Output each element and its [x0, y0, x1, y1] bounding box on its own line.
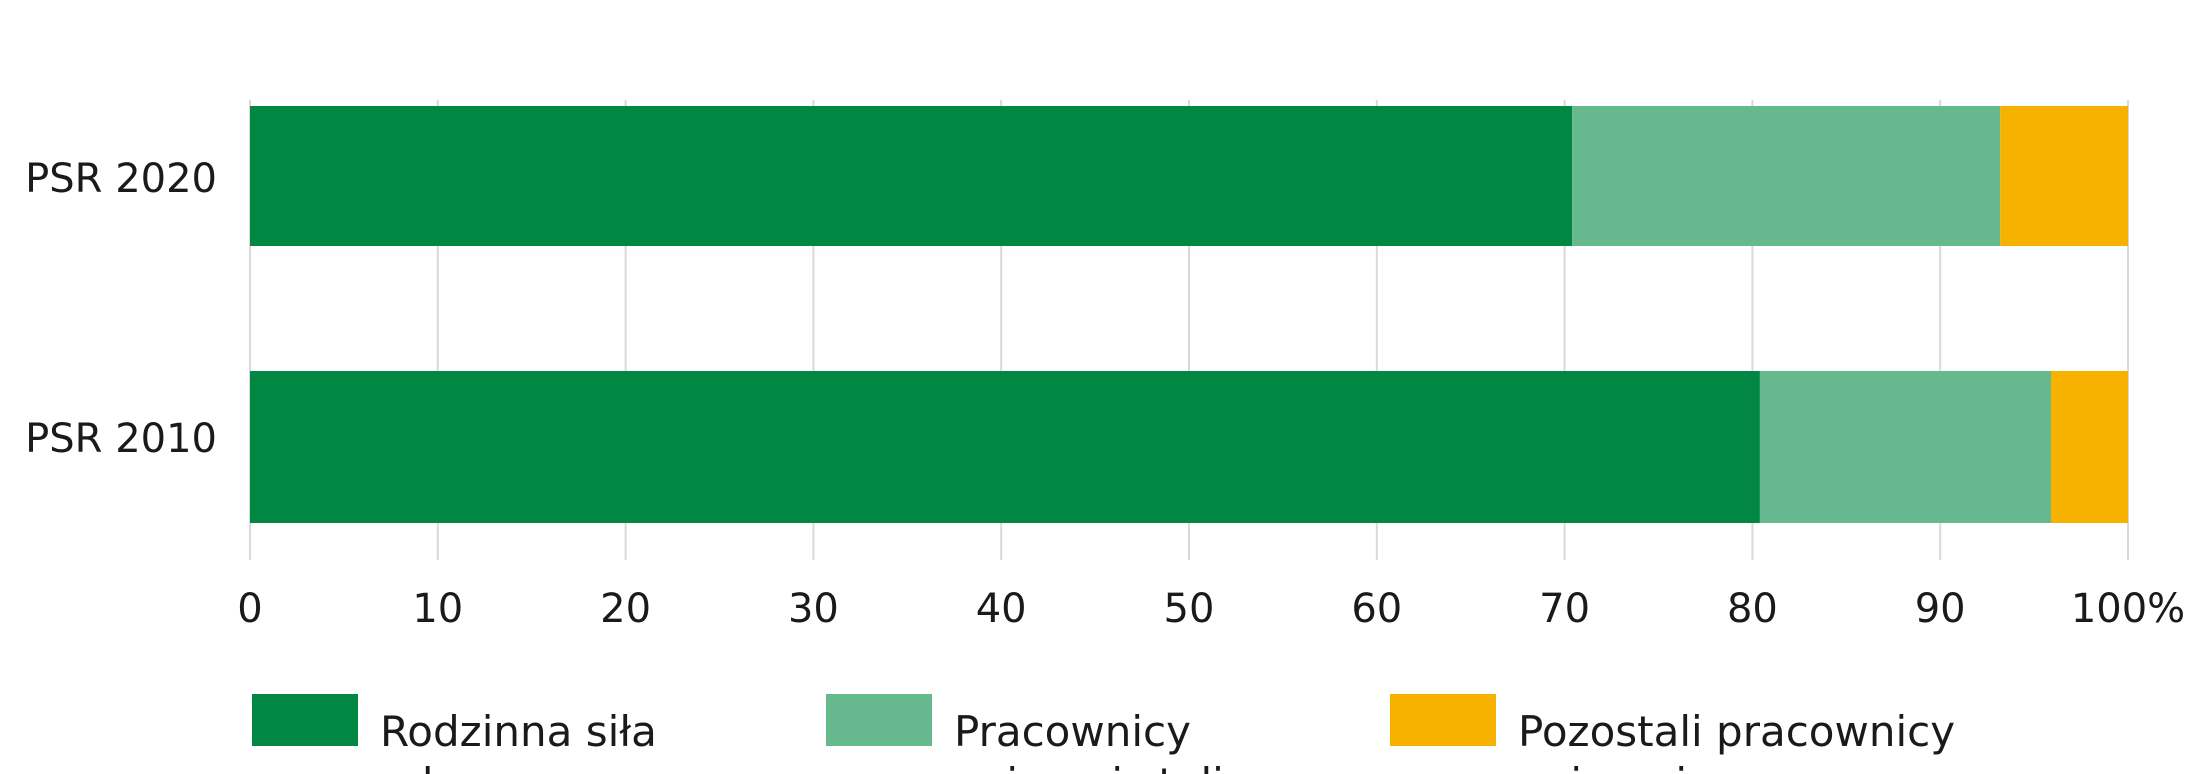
bars: [250, 106, 2128, 523]
legend-label-line-2: najemni stali: [954, 759, 1224, 774]
legend-label-1: Pracownicy najemni stali: [954, 707, 1224, 774]
bar-psr-2010-series-1: [1759, 371, 2052, 523]
legend-label-line-2: najemni: [1518, 759, 1687, 774]
bar-psr-2020-series-1: [1572, 106, 2001, 246]
legend-swatch-1: [826, 694, 932, 746]
x-tick-label-2: 20: [600, 586, 651, 632]
bar-psr-2010-series-2: [2051, 371, 2128, 523]
bar-psr-2020-series-0: [250, 106, 1573, 246]
legend-swatch-0: [252, 694, 358, 746]
legend-label-2: Pozostali pracownicy najemni: [1518, 707, 1955, 774]
legend-label-line-1: Pracownicy: [954, 707, 1191, 756]
category-label-0: PSR 2020: [25, 156, 217, 202]
x-tick-label-7: 70: [1539, 586, 1590, 632]
x-tick-label-0: 0: [237, 586, 262, 632]
x-tick-label-4: 40: [976, 586, 1027, 632]
x-tick-label-8: 80: [1727, 586, 1778, 632]
bar-psr-2010-series-0: [250, 371, 1760, 523]
category-label-1: PSR 2010: [25, 416, 217, 462]
legend: Rodzinna siła robocza Pracownicy najemni st…: [252, 694, 1955, 774]
legend-swatch-2: [1390, 694, 1496, 746]
bar-psr-2020-series-2: [2000, 106, 2128, 246]
x-tick-label-10: 100%: [2071, 586, 2185, 632]
x-tick-label-1: 10: [412, 586, 463, 632]
x-tick-label-5: 50: [1164, 586, 1215, 632]
legend-label-0: Rodzinna siła robocza: [380, 707, 657, 774]
legend-label-line-1: Rodzinna siła: [380, 707, 657, 756]
legend-label-line-1: Pozostali pracownicy: [1518, 707, 1955, 756]
x-tick-label-6: 60: [1351, 586, 1402, 632]
legend-label-line-2: robocza: [380, 759, 545, 774]
axes: 0 10 20 30 40 50 60 70 80 90 100% PSR 2020 PSR 2010: [25, 156, 2185, 632]
x-tick-label-3: 30: [788, 586, 839, 632]
x-tick-label-9: 90: [1915, 586, 1966, 632]
